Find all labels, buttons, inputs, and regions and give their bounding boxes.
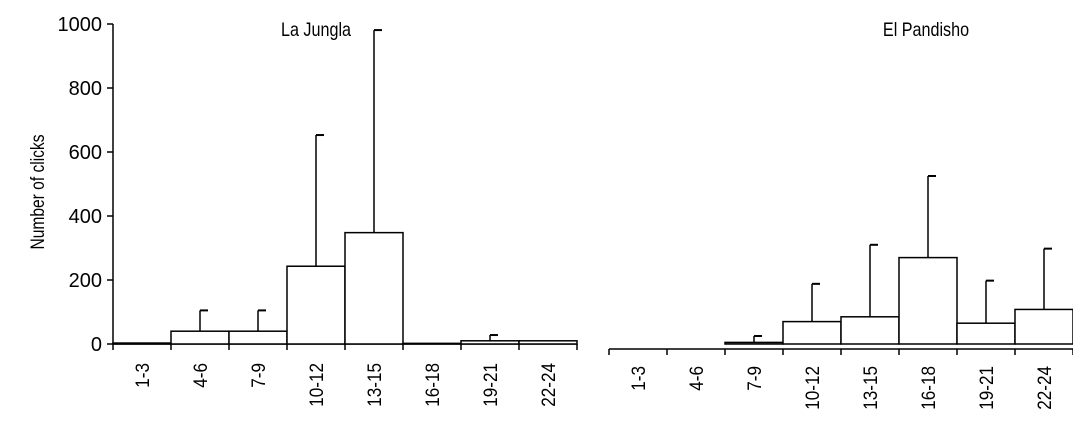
panel-title: El Pandisho	[883, 19, 969, 41]
x-tick-label: 1-3	[628, 366, 649, 391]
y-axis-title: Number of clicks	[27, 134, 49, 249]
x-tick-label: 1-3	[132, 363, 153, 388]
x-tick-label: 19-21	[480, 363, 501, 407]
x-tick-label: 10-12	[306, 363, 327, 407]
x-tick-label: 16-18	[918, 366, 939, 410]
bar	[840, 316, 900, 345]
bar	[782, 320, 842, 345]
x-tick-label: 13-15	[364, 363, 385, 407]
bar	[518, 340, 578, 345]
y-tick-label: 800	[69, 78, 102, 100]
x-tick-label: 4-6	[190, 363, 211, 388]
x-tick-label: 22-24	[538, 363, 559, 407]
x-tick-label: 4-6	[686, 366, 707, 391]
bar	[402, 342, 462, 345]
bar	[228, 330, 288, 345]
y-tick-label: 0	[91, 334, 102, 356]
bar	[286, 265, 346, 345]
y-tick-label: 400	[69, 206, 102, 228]
bar	[724, 341, 784, 345]
x-tick-label: 7-9	[744, 366, 765, 391]
x-tick-label: 13-15	[860, 366, 881, 410]
panel-la-jungla: 0 200 400 600 800 1000 Number of clicks 1-3 4-6 7…	[27, 14, 578, 407]
bar	[898, 256, 958, 345]
bar	[1014, 308, 1073, 345]
panel-el-pandisho: 1-3 4-6 7-9 10-12 13-15 16-18 19-21 22-24 El Pan…	[608, 19, 1073, 410]
bar	[112, 342, 172, 345]
bar	[344, 231, 404, 345]
bar	[460, 340, 520, 345]
panel-title: La Jungla	[281, 19, 351, 41]
y-tick-label: 600	[69, 142, 102, 164]
y-tick-label: 200	[69, 270, 102, 292]
y-tick-label: 1000	[58, 14, 103, 36]
bar	[956, 322, 1016, 345]
x-tick-label: 7-9	[248, 363, 269, 388]
x-tick-label: 10-12	[802, 366, 823, 410]
x-tick-label: 19-21	[976, 366, 997, 410]
x-tick-label: 16-18	[422, 363, 443, 407]
x-tick-label: 22-24	[1034, 366, 1055, 410]
bar	[170, 330, 230, 345]
